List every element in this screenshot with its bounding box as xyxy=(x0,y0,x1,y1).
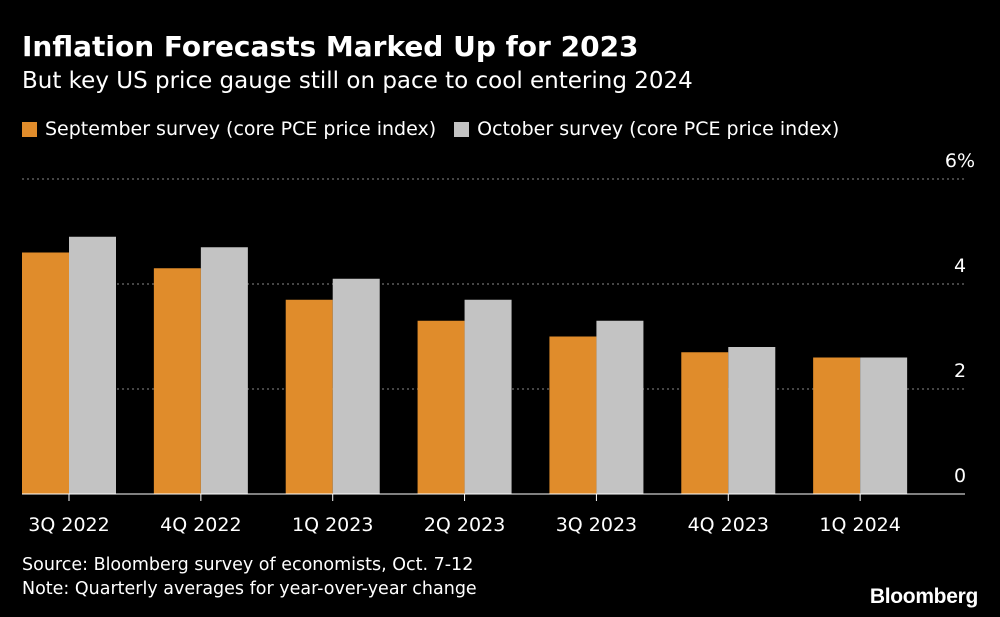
x-tick-label-5: 4Q 2023 xyxy=(688,514,769,536)
y-tick-label-2: 2 xyxy=(954,360,966,382)
footnote: Note: Quarterly averages for year-over-y… xyxy=(22,579,477,599)
bar-october-5 xyxy=(728,347,776,494)
y-tick-label-4: 4 xyxy=(954,255,966,277)
bar-september-5 xyxy=(681,352,729,494)
legend: September survey (core PCE price index) … xyxy=(22,118,857,140)
bar-september-6 xyxy=(813,357,861,494)
bar-september-2 xyxy=(285,299,333,494)
bar-september-3 xyxy=(417,320,465,494)
bar-september-0 xyxy=(22,252,69,494)
legend-swatch-september xyxy=(22,121,37,137)
bar-october-1 xyxy=(200,247,248,494)
bar-october-4 xyxy=(596,320,644,494)
chart-subtitle: But key US price gauge still on pace to … xyxy=(22,68,693,94)
x-tick-label-3: 2Q 2023 xyxy=(424,514,505,536)
legend-label-september: September survey (core PCE price index) xyxy=(45,118,437,140)
bar-october-6 xyxy=(860,357,908,494)
bloomberg-logo: Bloomberg xyxy=(869,585,978,608)
x-tick-label-6: 1Q 2024 xyxy=(819,514,900,536)
y-tick-label-6: 6% xyxy=(945,150,975,172)
legend-item-september: September survey (core PCE price index) xyxy=(22,118,436,140)
x-tick-label-2: 1Q 2023 xyxy=(292,514,373,536)
y-tick-label-0: 0 xyxy=(954,465,966,487)
bar-september-1 xyxy=(153,268,201,494)
legend-label-october: October survey (core PCE price index) xyxy=(477,118,840,140)
source-note: Source: Bloomberg survey of economists, … xyxy=(22,555,474,575)
x-tick-label-1: 4Q 2022 xyxy=(160,514,241,536)
chart-title: Inflation Forecasts Marked Up for 2023 xyxy=(22,30,639,63)
bar-october-3 xyxy=(464,299,512,494)
legend-item-october: October survey (core PCE price index) xyxy=(454,118,839,140)
bar-october-2 xyxy=(332,278,380,494)
x-tick-label-4: 3Q 2023 xyxy=(556,514,637,536)
bar-october-0 xyxy=(69,236,116,494)
x-tick-label-0: 3Q 2022 xyxy=(28,514,109,536)
bar-september-4 xyxy=(549,336,597,494)
legend-swatch-october xyxy=(454,121,470,137)
